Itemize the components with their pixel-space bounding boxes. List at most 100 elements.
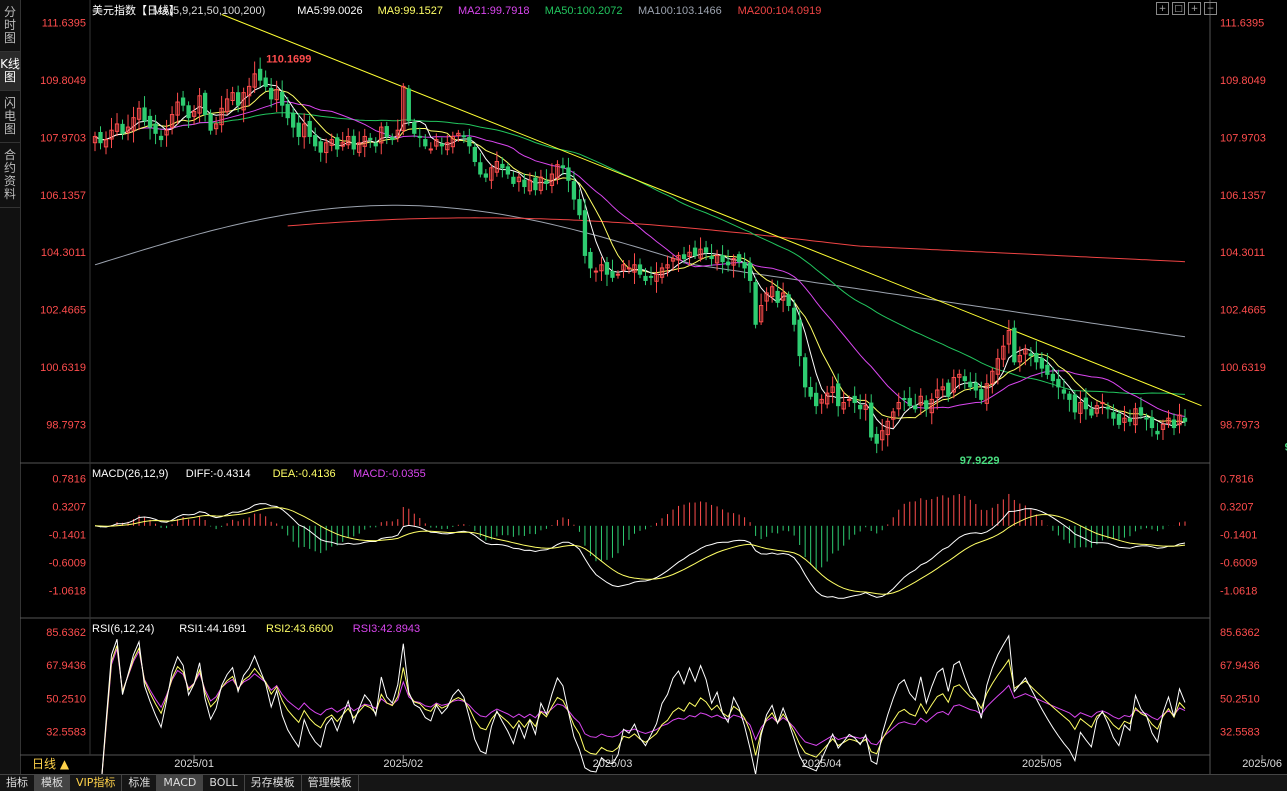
macd-left-tick: 0.3207 (52, 501, 86, 513)
candle (858, 404, 863, 410)
rsi-right-tick: 32.5583 (1220, 726, 1260, 738)
candle (351, 135, 356, 150)
candle (527, 179, 533, 192)
tab-templates[interactable]: 模板 (35, 775, 70, 791)
candle (1138, 407, 1144, 416)
price-annotation: 98.3510 (1285, 441, 1287, 453)
tab-indicators[interactable]: 指标 (0, 775, 35, 791)
candle (373, 142, 378, 147)
candle (357, 142, 362, 153)
candle (533, 177, 538, 191)
crosshair-icon[interactable]: + (1156, 2, 1169, 15)
candle (1039, 357, 1045, 369)
candle (775, 290, 780, 303)
minus-icon[interactable]: − (1204, 2, 1217, 15)
plus-icon[interactable]: + (1188, 2, 1201, 15)
tab-flash[interactable]: 闪电图 (0, 91, 20, 143)
period-selector[interactable]: 日线 ▲ (32, 757, 70, 771)
candle (582, 210, 588, 256)
candle (362, 135, 367, 147)
candle (285, 103, 290, 119)
tab-save-template[interactable]: 另存模板 (245, 775, 302, 791)
candle (98, 132, 103, 144)
tab-vip-indicators[interactable]: VIP指标 (70, 775, 123, 791)
candle (224, 98, 230, 113)
candle (880, 430, 885, 441)
candle (169, 114, 175, 128)
price-annotation: 110.1699 (266, 54, 311, 66)
candle (847, 398, 852, 401)
candle (808, 387, 813, 397)
candle (158, 135, 164, 141)
candle (803, 357, 808, 388)
price-right-tick: 100.6319 (1220, 362, 1266, 374)
candle (747, 262, 753, 281)
candle (208, 113, 213, 131)
candle (681, 254, 687, 260)
rsi2-line (101, 645, 1186, 774)
macd-legend-item: DIFF:-0.4314 (186, 468, 251, 480)
candle (296, 122, 301, 137)
price-right-tick: 102.4665 (1220, 305, 1266, 317)
candle (114, 123, 120, 132)
candle (125, 126, 131, 133)
candle (318, 141, 323, 153)
candle (1001, 345, 1006, 360)
candle (830, 386, 835, 393)
candle (186, 105, 191, 119)
price-left-tick: 102.4665 (40, 305, 86, 317)
price-right-tick: 98.7973 (1220, 420, 1260, 432)
candle (1089, 408, 1094, 416)
candle (610, 271, 615, 278)
candle (478, 162, 483, 175)
candle (175, 101, 180, 116)
tab-standard[interactable]: 标准 (122, 775, 158, 791)
price-left-tick: 104.3011 (41, 247, 86, 259)
tab-kline[interactable]: K线图 (0, 52, 20, 91)
candle (676, 254, 681, 261)
rsi-left-tick: 50.2510 (46, 693, 86, 705)
candle (896, 402, 901, 410)
candle (1133, 408, 1138, 426)
macd-left-tick: -1.0618 (49, 585, 86, 597)
price-legend-item: MA50:100.2072 (545, 5, 623, 17)
ma100-line (94, 204, 1186, 338)
chart-canvas[interactable]: 111.6395 111.6395 109.8049 109.8049 107.9703… (0, 0, 1287, 774)
candle (957, 373, 962, 378)
tab-timeshare[interactable]: 分时图 (0, 0, 20, 52)
candle (346, 135, 351, 146)
candle (1017, 355, 1022, 363)
candle (131, 117, 136, 131)
candle (990, 370, 995, 385)
candle (924, 400, 929, 410)
price-annotation: 97.9229 (960, 455, 1000, 467)
candle (913, 405, 918, 410)
candle (637, 264, 643, 275)
candle (368, 137, 373, 141)
candle (764, 292, 769, 302)
candle (885, 420, 890, 436)
candle (274, 89, 279, 101)
window-icon[interactable]: □ (1172, 2, 1185, 15)
candle (230, 92, 235, 101)
tab-manage-templates[interactable]: 管理模板 (302, 775, 359, 791)
candle (1182, 417, 1188, 422)
macd-dea-line (94, 507, 1186, 595)
candle (566, 167, 571, 181)
candle (428, 148, 433, 151)
candle (1028, 353, 1034, 357)
candle (1100, 402, 1105, 405)
tab-contract-info[interactable]: 合约资料 (0, 143, 20, 208)
candle (758, 304, 764, 323)
candle (1166, 417, 1171, 424)
candle (456, 132, 461, 137)
candle (450, 135, 455, 148)
candle (742, 262, 747, 269)
candle (1034, 352, 1039, 363)
rsi-left-tick: 85.6362 (46, 627, 86, 639)
candle (269, 87, 274, 100)
tab-boll[interactable]: BOLL (203, 775, 245, 791)
tab-macd[interactable]: MACD (157, 775, 204, 791)
candle (869, 402, 874, 438)
candle (692, 247, 698, 256)
